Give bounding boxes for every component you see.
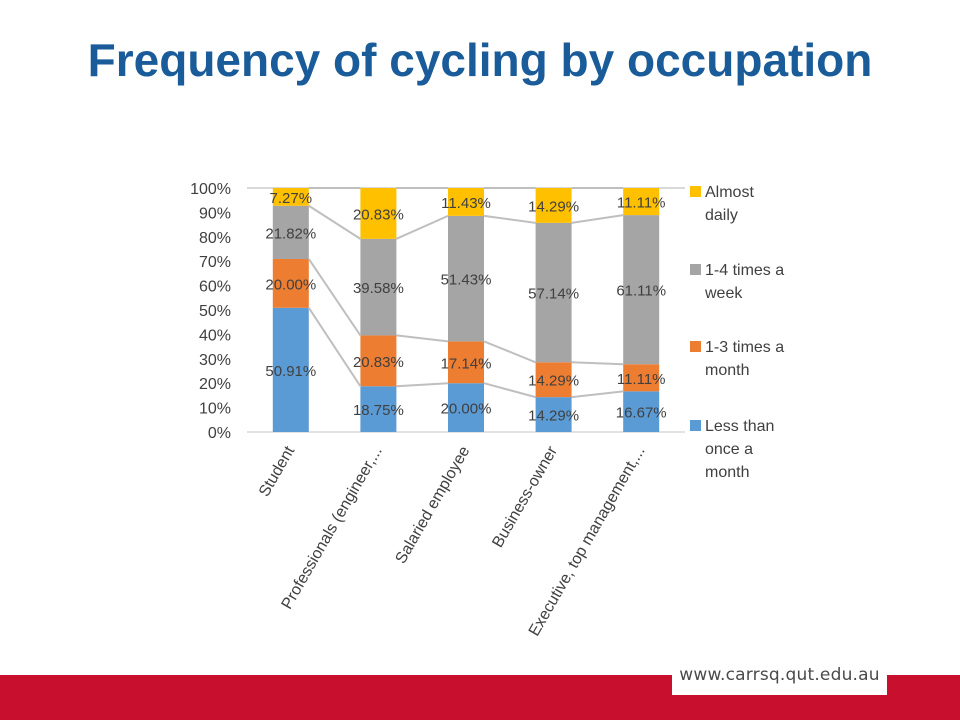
legend-swatch <box>690 264 701 275</box>
category-label: Business-owner <box>489 443 561 551</box>
bar-segment <box>448 341 484 384</box>
legend-label: Less than <box>705 418 774 435</box>
series-line <box>307 307 362 387</box>
data-label: 11.43% <box>441 195 491 212</box>
data-label: 20.83% <box>353 206 404 223</box>
legend-label: 1-4 times a <box>705 262 784 279</box>
series-line <box>483 382 536 399</box>
data-label: 17.14% <box>441 355 492 372</box>
y-tick-label: 70% <box>199 254 231 271</box>
data-label: 61.11% <box>616 283 666 300</box>
y-tick-label: 30% <box>199 352 231 369</box>
bar-segment <box>448 188 484 216</box>
bar-segment <box>623 188 660 216</box>
y-tick-label: 100% <box>190 181 231 198</box>
bar-segment <box>535 222 572 363</box>
data-label: 16.67% <box>616 405 667 422</box>
bar-segment <box>535 187 572 223</box>
data-label: 20.00% <box>265 276 316 293</box>
bar-segment <box>448 215 484 342</box>
series-line <box>571 214 624 224</box>
data-label: 14.29% <box>528 198 579 215</box>
bar-segment <box>272 188 309 206</box>
data-label: 21.82% <box>265 225 316 242</box>
legend-label: Almost <box>705 184 754 201</box>
bar-segment <box>272 258 309 308</box>
category-label: Salaried employee <box>392 443 473 566</box>
legend-label: month <box>705 362 749 379</box>
series-line <box>307 258 362 336</box>
series-line <box>571 390 624 399</box>
slide-title: Frequency of cycling by occupation <box>87 34 873 86</box>
data-label: 11.11% <box>617 195 666 212</box>
y-tick-label: 40% <box>199 327 231 344</box>
data-label: 14.29% <box>528 373 579 390</box>
data-label: 57.14% <box>528 286 579 303</box>
y-tick-label: 90% <box>199 205 231 222</box>
legend-label: month <box>705 464 749 481</box>
legend-swatch <box>690 420 701 431</box>
legend-label: week <box>704 285 743 302</box>
data-label: 7.27% <box>270 190 313 207</box>
bar-segment <box>272 205 309 259</box>
bar-segment <box>623 364 660 392</box>
data-label: 18.75% <box>353 402 404 419</box>
series-line <box>396 382 449 388</box>
data-label: 20.00% <box>441 401 492 418</box>
bar-segment <box>360 238 397 336</box>
legend-swatch <box>690 341 701 352</box>
series-line <box>483 340 536 364</box>
y-tick-label: 80% <box>199 230 231 247</box>
y-tick-label: 10% <box>199 401 231 418</box>
data-label: 20.83% <box>353 354 404 371</box>
bar-segment <box>623 215 660 365</box>
series-line <box>395 214 449 240</box>
category-label: Student <box>256 443 299 500</box>
bar-segment <box>360 188 397 239</box>
y-tick-label: 20% <box>199 376 231 393</box>
y-tick-label: 60% <box>199 279 231 296</box>
y-tick-label: 50% <box>199 303 231 320</box>
bar-segment <box>360 386 397 432</box>
series-line <box>571 361 624 366</box>
data-label: 50.91% <box>265 363 316 380</box>
legend-label: 1-3 times a <box>705 339 784 356</box>
y-tick-label: 0% <box>208 425 231 442</box>
footer-url-box: www.carrsq.qut.edu.au <box>672 655 887 695</box>
data-label: 11.11% <box>617 371 666 388</box>
bar-segment <box>623 391 660 432</box>
legend-label: once a <box>705 441 753 458</box>
footer-url: www.carrsq.qut.edu.au <box>679 665 880 685</box>
series-line <box>396 334 449 343</box>
bar-segment <box>272 307 309 432</box>
bar-segment <box>448 383 484 432</box>
bar-segment <box>535 362 572 398</box>
category-label: Professionals (engineer,... <box>279 444 386 613</box>
data-label: 51.43% <box>441 272 492 289</box>
data-label: 14.29% <box>528 408 579 425</box>
data-label: 39.58% <box>353 280 404 297</box>
series-line <box>483 214 536 224</box>
bar-segment <box>535 397 572 432</box>
series-line <box>308 204 361 240</box>
legend-swatch <box>690 186 701 197</box>
bar-segment <box>360 335 397 387</box>
legend-label: daily <box>705 207 738 224</box>
